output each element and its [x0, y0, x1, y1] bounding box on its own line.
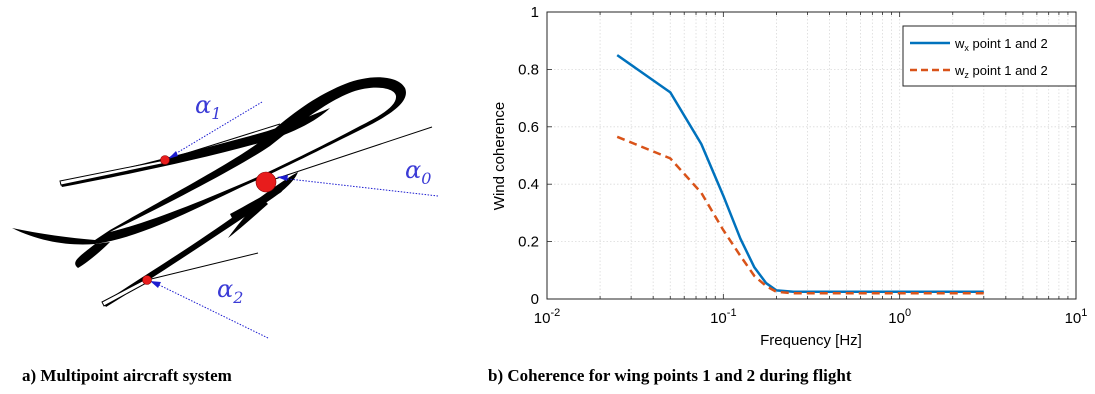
y-tick-label: 0.4: [518, 176, 539, 193]
x-axis-label: Frequency [Hz]: [760, 332, 862, 349]
y-tick-label: 0.8: [518, 61, 539, 78]
aircraft-diagram-panel: α1 α0 α2: [0, 0, 470, 350]
reference-line-1: [164, 123, 281, 161]
x-tick-label: 10-1: [710, 307, 736, 327]
reference-line-2: [146, 252, 259, 281]
wind-line-0: [279, 177, 439, 197]
legend-label-wx: wx point 1 and 2: [954, 36, 1048, 53]
caption-panel-b: b) Coherence for wing points 1 and 2 dur…: [488, 366, 852, 385]
reference-line-0: [265, 126, 433, 183]
aircraft-body: [12, 77, 406, 307]
axis-ticks: [546, 11, 1077, 300]
y-tick-label: 1: [531, 4, 539, 21]
measurement-point-0: [255, 171, 277, 193]
wind-arrow-2: [150, 281, 161, 288]
y-tick-label: 0.2: [518, 234, 539, 251]
wind-line-2: [152, 281, 269, 339]
wind-arrow-1: [168, 151, 178, 159]
nose-fin: [228, 198, 268, 238]
series-line-z: [616, 135, 984, 295]
fuselage-inner: [110, 87, 397, 233]
series-lines: [616, 54, 984, 295]
legend-box: [902, 25, 1077, 87]
x-tick-label: 10-2: [534, 307, 560, 327]
aircraft-diagram: α1 α0 α2: [12, 77, 439, 339]
middle-strut: [230, 187, 283, 218]
measurement-point-2: [142, 275, 152, 285]
x-tick-label: 100: [888, 307, 911, 327]
legend: wx point 1 and 2 wz point 1 and 2: [902, 25, 1077, 87]
tick-labels: 0 0.2 0.4 0.6 0.8 1 10-2 10-1 100 101: [518, 4, 1087, 327]
x-tick-label: 101: [1065, 307, 1088, 327]
alpha-2-label: α2: [217, 275, 243, 307]
y-axis-label: Wind coherence: [491, 102, 508, 210]
legend-label-wz: wz point 1 and 2: [954, 63, 1048, 80]
tail-shape: [75, 242, 110, 268]
alpha-0-label: α0: [405, 156, 431, 188]
caption-panel-a: a) Multipoint aircraft system: [22, 366, 232, 385]
upper-wing-tip: [59, 159, 167, 186]
series-line-x: [616, 54, 984, 294]
wind-arrow-0: [277, 175, 288, 181]
plot-frame: [546, 11, 1077, 300]
measurement-point-1: [160, 155, 170, 165]
coherence-chart: 0 0.2 0.4 0.6 0.8 1 10-2 10-1 100 101 Frequency […: [491, 4, 1087, 349]
coherence-chart-panel: 0 0.2 0.4 0.6 0.8 1 10-2 10-1 100 101 Frequency […: [470, 0, 1095, 350]
y-tick-label: 0.6: [518, 119, 539, 136]
y-tick-label: 0: [531, 291, 539, 308]
alpha-1-label: α1: [195, 91, 221, 123]
